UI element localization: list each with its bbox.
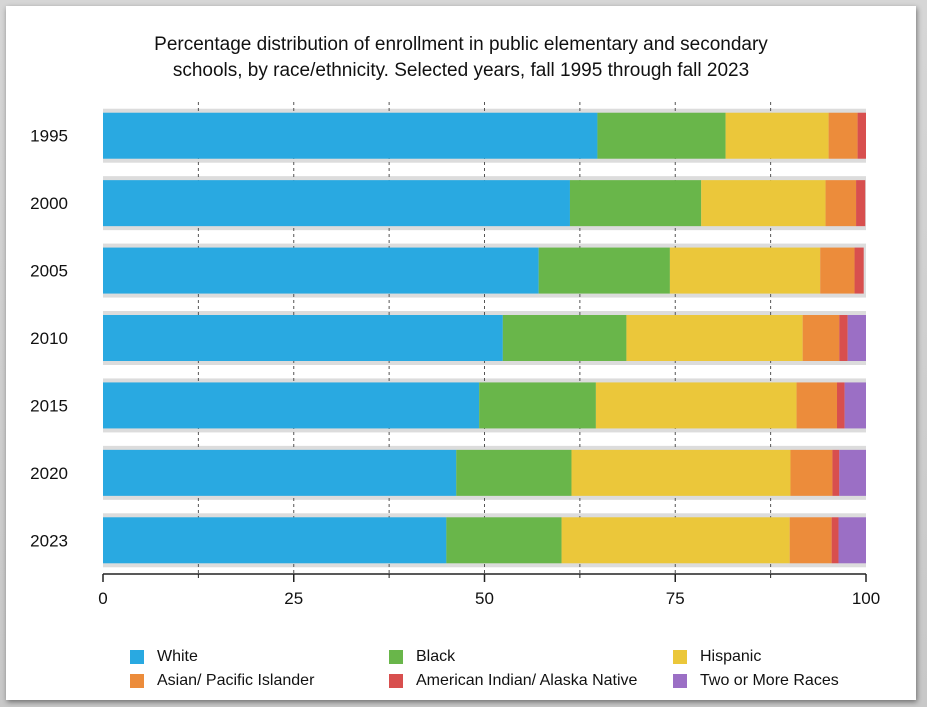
bar-segment: [626, 315, 803, 361]
bar-segment: [839, 315, 848, 361]
legend-label: Two or More Races: [700, 672, 839, 689]
legend-label: White: [157, 648, 198, 665]
legend-item: Black: [389, 648, 455, 666]
bar-segment: [103, 112, 598, 159]
legend-item: Hispanic: [673, 648, 761, 666]
bar-segment: [103, 247, 539, 294]
bar-segment: [832, 449, 840, 496]
legend-label: Black: [416, 648, 456, 665]
bar-segment: [538, 247, 670, 294]
y-tick-label: 2015: [30, 396, 68, 415]
bar-segment: [847, 315, 866, 361]
legend-item: Asian/ Pacific Islander: [130, 672, 314, 690]
bar-segment: [802, 315, 840, 361]
legend-label: Hispanic: [700, 648, 762, 665]
bar-segment: [789, 517, 832, 564]
x-tick-label: 100: [852, 589, 880, 608]
bar-segment: [831, 517, 839, 564]
bar-segment: [825, 180, 857, 227]
bar-segment: [502, 315, 627, 361]
bar-segment: [595, 382, 797, 429]
bar-segment: [828, 112, 858, 159]
chart-title: Percentage distribution of enrollment in…: [6, 32, 916, 84]
bar-segment: [669, 247, 821, 294]
bar-segment: [790, 449, 833, 496]
legend-swatch: [389, 674, 403, 688]
bar-segment: [597, 112, 726, 159]
bar-segment: [103, 449, 457, 496]
bar-segment: [839, 449, 866, 496]
bar-segment: [103, 180, 570, 227]
bar-segment: [103, 382, 480, 429]
legend-swatch: [130, 674, 144, 688]
legend-swatch: [673, 650, 687, 664]
bar-segment: [844, 382, 866, 429]
bar-segment: [103, 315, 503, 361]
legend-label: Asian/ Pacific Islander: [157, 672, 315, 689]
legend-swatch: [389, 650, 403, 664]
bar-segment: [725, 112, 829, 159]
chart-legend: White Black Hispanic Asian/ Pacific Islande…: [6, 646, 916, 700]
y-tick-label: 2023: [30, 531, 68, 550]
y-tick-label: 2000: [30, 194, 68, 213]
bar-segment: [701, 180, 826, 227]
legend-label: American Indian/ Alaska Native: [416, 672, 638, 689]
bar-segment: [571, 449, 791, 496]
legend-swatch: [673, 674, 687, 688]
bar-segment: [561, 517, 790, 564]
legend-item: White: [130, 648, 198, 666]
chart-card: Percentage distribution of enrollment in…: [6, 6, 916, 700]
bar-segment: [820, 247, 855, 294]
x-tick-label: 0: [98, 589, 107, 608]
bar-segment: [456, 449, 572, 496]
x-tick-label: 75: [666, 589, 685, 608]
stacked-bar-chart: 1995 2000 2005 2010 2015 2020 2023 0 25 50 75 100: [30, 102, 880, 608]
bar-segment: [857, 112, 866, 159]
bar-segment: [796, 382, 838, 429]
y-tick-label: 2020: [30, 464, 68, 483]
chart-title-line-2: schools, by race/ethnicity. Selected yea…: [172, 60, 750, 81]
legend-swatch: [130, 650, 144, 664]
bar-segment: [856, 180, 866, 227]
bar-segment: [569, 180, 702, 227]
y-tick-label: 2010: [30, 329, 68, 348]
legend-item: American Indian/ Alaska Native: [389, 672, 637, 690]
bar-segment: [103, 517, 447, 564]
y-tick-label: 2005: [30, 262, 68, 281]
bar-segment: [479, 382, 596, 429]
y-tick-label: 1995: [30, 127, 68, 146]
chart-title-line-1: Percentage distribution of enrollment in…: [154, 34, 768, 55]
bar-segment: [837, 382, 845, 429]
bar-segment: [446, 517, 562, 564]
bar-segment: [838, 517, 866, 564]
legend-item: Two or More Races: [673, 672, 839, 690]
bar-segment: [854, 247, 864, 294]
x-tick-label: 25: [284, 589, 303, 608]
x-tick-label: 50: [475, 589, 494, 608]
